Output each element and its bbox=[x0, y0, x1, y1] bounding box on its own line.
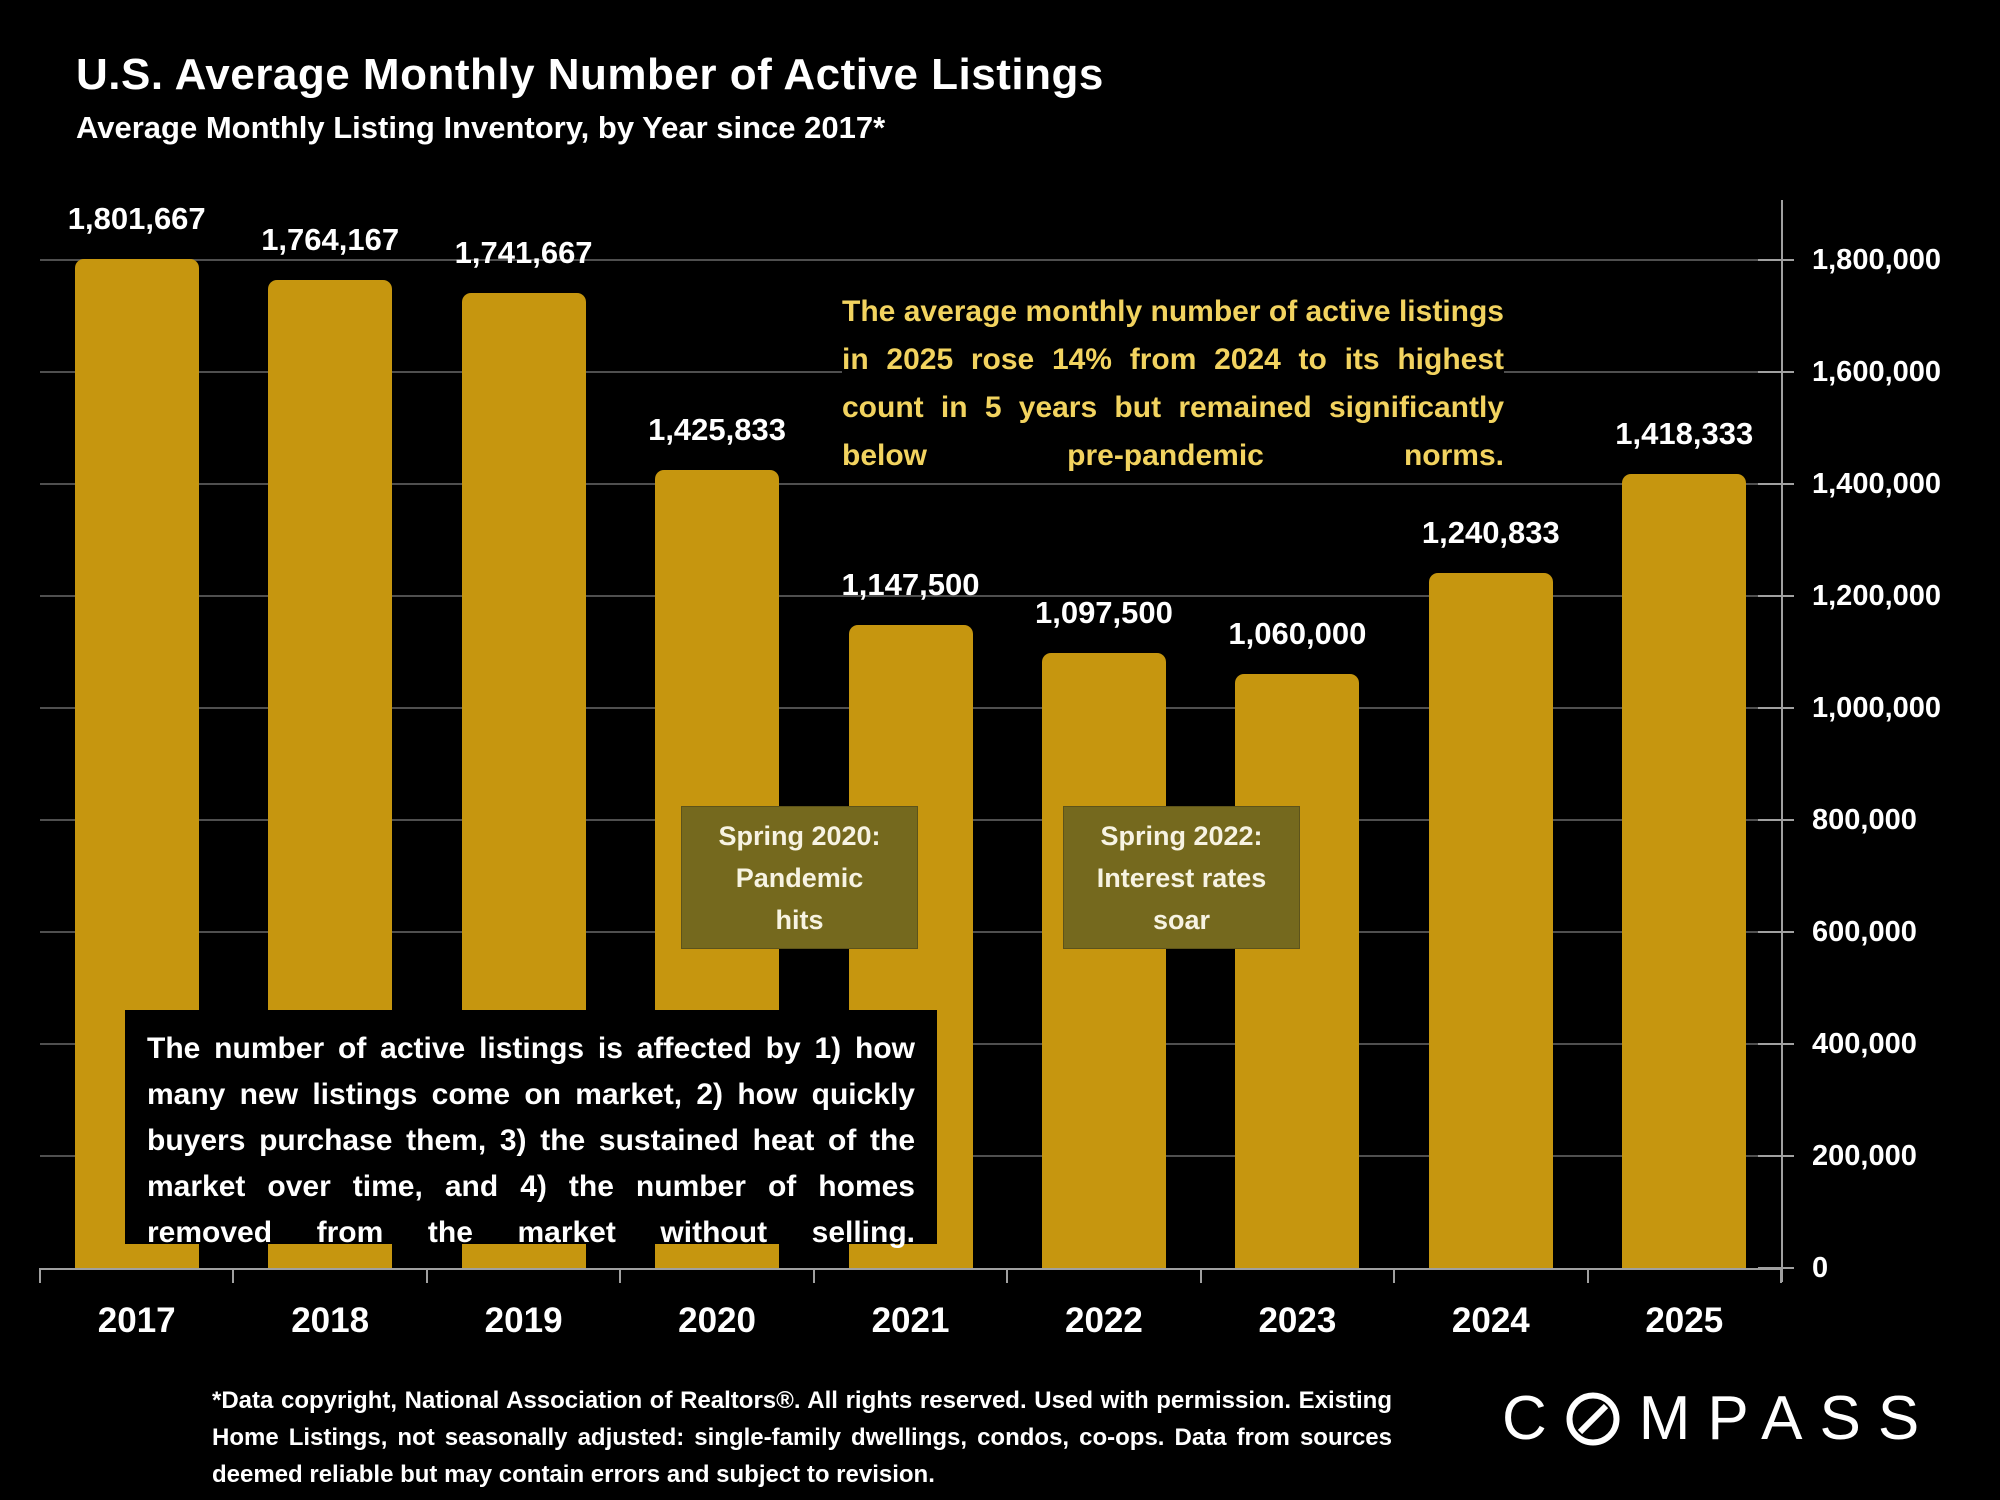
value-label-2019: 1,741,667 bbox=[454, 234, 593, 270]
y-axis-tick bbox=[1758, 1155, 1794, 1157]
compass-needle-o-icon bbox=[1566, 1392, 1620, 1446]
x-axis-label-2020: 2020 bbox=[678, 1301, 756, 1340]
y-axis-tick-label: 200,000 bbox=[1812, 1140, 1917, 1172]
y-axis-tick-label: 1,600,000 bbox=[1812, 356, 1942, 388]
x-axis-label-2018: 2018 bbox=[291, 1301, 370, 1340]
bar-2025 bbox=[1622, 473, 1747, 1268]
bar-2023 bbox=[1235, 674, 1360, 1268]
page-subtitle: Average Monthly Listing Inventory, by Ye… bbox=[76, 110, 886, 145]
event-box-line: soar bbox=[1152, 904, 1211, 935]
y-axis-tick bbox=[1758, 483, 1794, 485]
data-source-footnote: *Data copyright, National Association of… bbox=[212, 1387, 1392, 1488]
x-axis-tick bbox=[1586, 1268, 1589, 1283]
y-axis-tick-label: 1,000,000 bbox=[1812, 692, 1942, 724]
compass-logo-letter-c: C bbox=[1502, 1384, 1564, 1453]
x-axis-label-2024: 2024 bbox=[1451, 1301, 1530, 1340]
event-box-line: Spring 2020: bbox=[718, 820, 881, 851]
y-axis-tick-label: 0 bbox=[1812, 1252, 1829, 1284]
x-axis-label-2023: 2023 bbox=[1258, 1301, 1337, 1340]
y-axis-tick-label: 1,400,000 bbox=[1812, 468, 1942, 500]
event-box-spring-2020: Spring 2020: Pandemic hits bbox=[681, 806, 918, 949]
x-axis-label-2021: 2021 bbox=[871, 1301, 950, 1340]
y-axis-tick bbox=[1758, 1043, 1794, 1045]
value-label-2021: 1,147,500 bbox=[841, 567, 980, 603]
event-box-line: hits bbox=[775, 904, 824, 935]
value-label-2023: 1,060,000 bbox=[1228, 616, 1367, 652]
y-axis-tick-label: 400,000 bbox=[1812, 1028, 1917, 1060]
x-axis-tick bbox=[39, 1268, 41, 1283]
x-axis-tick bbox=[1780, 1268, 1782, 1283]
y-axis-tick bbox=[1758, 595, 1794, 597]
x-axis-tick bbox=[1393, 1268, 1396, 1283]
value-label-2025: 1,418,333 bbox=[1615, 415, 1754, 451]
y-axis-tick-label: 1,200,000 bbox=[1812, 580, 1942, 612]
y-axis-tick bbox=[1758, 371, 1794, 373]
value-label-2022: 1,097,500 bbox=[1034, 595, 1173, 631]
y-axis-tick bbox=[1758, 259, 1794, 261]
x-axis-tick bbox=[425, 1268, 428, 1283]
event-box-spring-2022: Spring 2022: Interest rates soar bbox=[1063, 806, 1300, 949]
value-label-2024: 1,240,833 bbox=[1421, 515, 1560, 551]
gridline bbox=[40, 595, 1781, 597]
event-box-line: Spring 2022: bbox=[1100, 820, 1263, 851]
x-axis-label-2025: 2025 bbox=[1645, 1301, 1724, 1340]
x-axis-tick bbox=[1199, 1268, 1202, 1283]
y-axis-tick-label: 600,000 bbox=[1812, 916, 1917, 948]
x-axis-label-2017: 2017 bbox=[97, 1301, 176, 1340]
x-axis-label-2019: 2019 bbox=[484, 1301, 563, 1340]
gridline bbox=[40, 483, 1781, 485]
y-axis-tick bbox=[1758, 707, 1794, 709]
y-axis-tick-label: 800,000 bbox=[1812, 804, 1917, 836]
event-box-line: Interest rates bbox=[1096, 862, 1267, 893]
x-axis-label-2022: 2022 bbox=[1065, 1301, 1143, 1340]
x-axis-tick bbox=[619, 1268, 622, 1283]
gridline bbox=[40, 259, 1781, 261]
highlight-annotation: The average monthly number of active lis… bbox=[842, 288, 1504, 480]
x-axis-tick bbox=[812, 1268, 815, 1283]
x-axis-tick bbox=[232, 1268, 235, 1283]
event-box-line: Pandemic bbox=[735, 862, 864, 893]
value-label-2020: 1,425,833 bbox=[648, 411, 786, 447]
compass-logo-letters-mpass: MPASS bbox=[1638, 1384, 1937, 1453]
bar-2022 bbox=[1041, 653, 1166, 1268]
y-axis-line bbox=[1781, 200, 1783, 1282]
page-title: U.S. Average Monthly Number of Active Li… bbox=[76, 50, 1104, 99]
value-label-2018: 1,764,167 bbox=[261, 222, 400, 258]
y-axis-tick bbox=[1758, 1267, 1794, 1269]
value-label-2017: 1,801,667 bbox=[67, 201, 206, 237]
y-axis-tick bbox=[1758, 819, 1794, 821]
bar-2024 bbox=[1428, 573, 1553, 1268]
y-axis-tick bbox=[1758, 931, 1794, 933]
x-axis-tick bbox=[1006, 1268, 1009, 1283]
compass-logo: C MPASS bbox=[1502, 1388, 1936, 1450]
x-axis-line bbox=[40, 1268, 1783, 1270]
info-annotation-box: The number of active listings is affecte… bbox=[125, 1010, 937, 1249]
y-axis-tick-label: 1,800,000 bbox=[1812, 244, 1942, 276]
